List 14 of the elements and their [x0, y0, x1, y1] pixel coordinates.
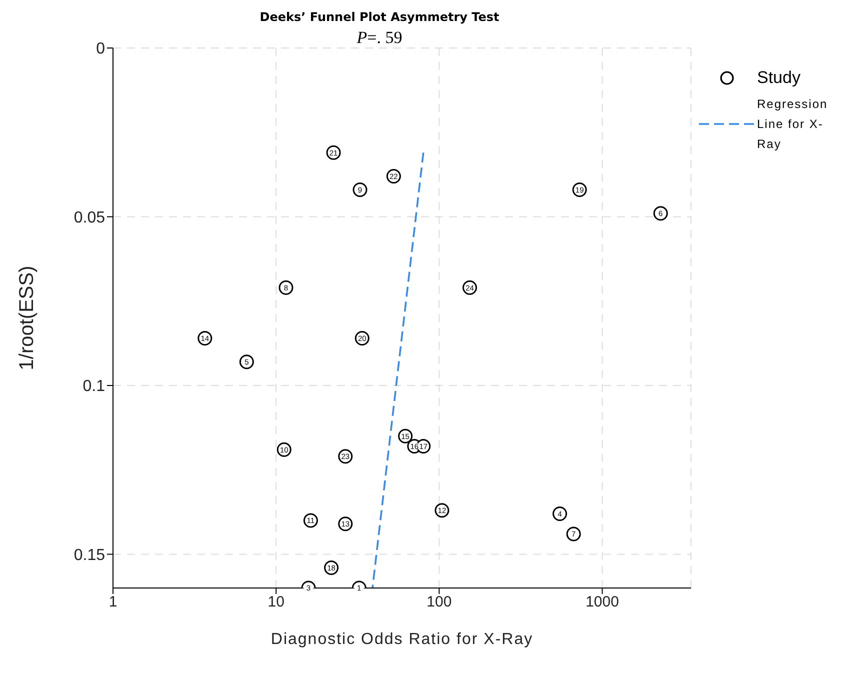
- y-tick-label: 0.1: [82, 378, 106, 396]
- y-axis-title: 1/root(ESS): [16, 266, 38, 370]
- x-axis-title: Diagnostic Odds Ratio for X-Ray: [270, 631, 534, 648]
- x-tick-label: 1000: [586, 594, 619, 611]
- x-tick-label: 100: [426, 594, 452, 611]
- chart-title: Deeks’ Funnel Plot Asymmetry Test: [258, 10, 500, 24]
- legend-label: Study: [757, 68, 800, 88]
- x-tick-label: 1: [108, 594, 118, 611]
- legend-label: Regression Line for X-Ray: [757, 96, 829, 153]
- chart-subtitle: P=. 59: [356, 28, 402, 47]
- y-tick-label: 0.05: [74, 209, 106, 226]
- x-tick-label: 10: [268, 594, 284, 611]
- y-tick-label: 0.15: [74, 546, 106, 564]
- y-tick-label: 0: [96, 40, 106, 58]
